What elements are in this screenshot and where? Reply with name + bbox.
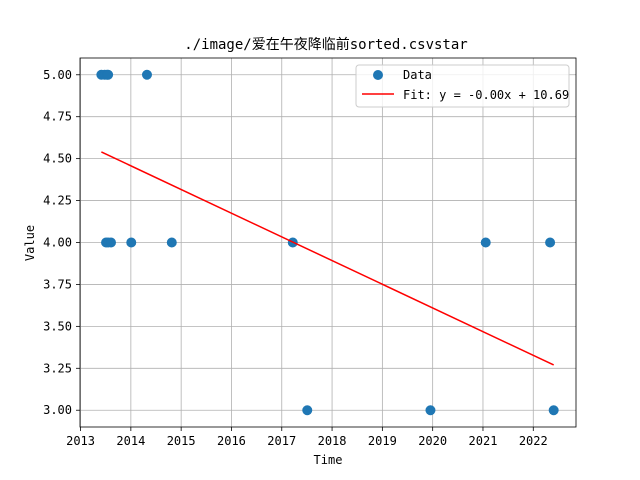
chart-title: ./image/爱在午夜降临前sorted.csvstar bbox=[184, 36, 467, 53]
x-tick-label: 2019 bbox=[368, 434, 397, 448]
series-layer bbox=[96, 69, 559, 416]
x-tick-label: 2022 bbox=[519, 434, 548, 448]
data-point bbox=[141, 69, 152, 80]
legend-box bbox=[355, 64, 570, 108]
data-point bbox=[106, 237, 117, 248]
data-point bbox=[545, 237, 556, 248]
data-point bbox=[425, 405, 436, 416]
data-point bbox=[103, 69, 114, 80]
y-axis-label: Value bbox=[23, 225, 37, 261]
x-tick-label: 2013 bbox=[66, 434, 95, 448]
x-tick-label: 2017 bbox=[267, 434, 296, 448]
x-axis-label: Time bbox=[314, 453, 343, 467]
y-tick-label: 4.00 bbox=[43, 236, 72, 250]
y-tick-label: 3.50 bbox=[43, 319, 72, 333]
x-tick-label: 2021 bbox=[469, 434, 498, 448]
x-axis: 2013 2014 2015 2016 2017 2018 2019 2020 2021 2022 bbox=[66, 427, 548, 448]
x-tick-label: 2020 bbox=[418, 434, 447, 448]
data-point bbox=[548, 405, 559, 416]
x-tick-label: 2018 bbox=[318, 434, 347, 448]
y-tick-label: 4.75 bbox=[43, 110, 72, 124]
y-tick-label: 4.25 bbox=[43, 194, 72, 208]
data-point bbox=[126, 237, 137, 248]
y-tick-label: 4.50 bbox=[43, 152, 72, 166]
data-point bbox=[480, 237, 491, 248]
data-point bbox=[166, 237, 177, 248]
y-axis: 3.00 3.25 3.50 3.75 4.00 4.25 4.50 4.75 5.00 bbox=[43, 68, 80, 417]
y-tick-label: 5.00 bbox=[43, 68, 72, 82]
y-tick-label: 3.00 bbox=[43, 403, 72, 417]
x-tick-label: 2016 bbox=[217, 434, 246, 448]
x-tick-label: 2014 bbox=[116, 434, 145, 448]
x-tick-label: 2015 bbox=[167, 434, 196, 448]
legend-data-label: Data bbox=[403, 68, 432, 82]
legend-data-marker bbox=[373, 70, 383, 80]
data-point bbox=[302, 405, 313, 416]
fit-line bbox=[101, 151, 554, 366]
y-tick-label: 3.25 bbox=[43, 361, 72, 375]
legend-fit-label: Fit: y = -0.00x + 10.69 bbox=[403, 88, 569, 102]
y-tick-label: 3.75 bbox=[43, 277, 72, 291]
legend: Data Fit: y = -0.00x + 10.69 bbox=[355, 64, 570, 108]
